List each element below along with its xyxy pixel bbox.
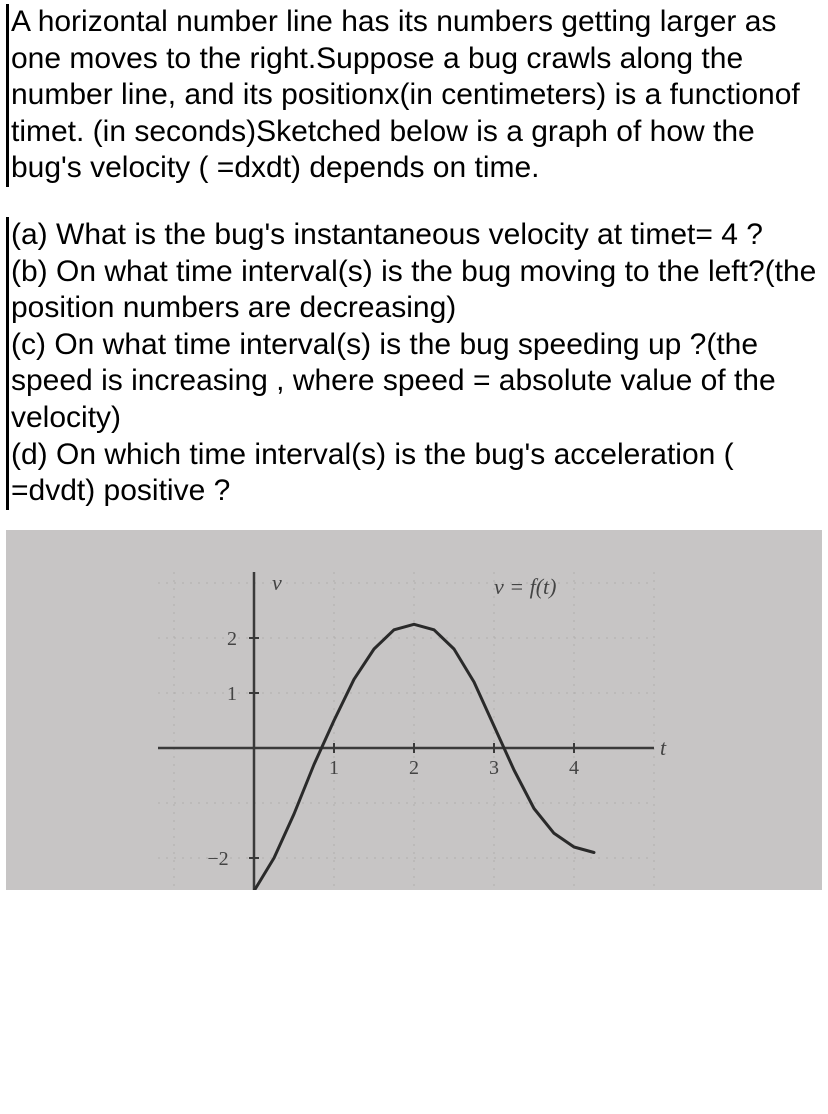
svg-text:4: 4 — [569, 757, 579, 779]
svg-text:3: 3 — [489, 757, 499, 779]
intro-paragraph: A horizontal number line has its numbers… — [6, 4, 822, 187]
svg-text:−2: −2 — [207, 848, 228, 870]
question-line: (a) What is the bug's instantaneous velo… — [11, 217, 822, 254]
chart-area: 1 2 3 4 −2 1 2 v t v = f(t) — [6, 530, 822, 890]
svg-text:v = f(t): v = f(t) — [494, 574, 557, 599]
svg-text:t: t — [660, 735, 667, 760]
questions-block: (a) What is the bug's instantaneous velo… — [6, 217, 822, 510]
svg-text:1: 1 — [329, 757, 339, 779]
svg-text:2: 2 — [227, 628, 237, 650]
svg-text:1: 1 — [227, 683, 237, 705]
question-line: (c) On what time interval(s) is the bug … — [11, 327, 822, 437]
velocity-chart: 1 2 3 4 −2 1 2 v t v = f(t) — [134, 548, 694, 890]
svg-text:v: v — [272, 570, 282, 595]
question-line: (b) On what time interval(s) is the bug … — [11, 254, 822, 327]
question-line: (d) On which time interval(s) is the bug… — [11, 437, 822, 510]
svg-text:2: 2 — [409, 757, 419, 779]
